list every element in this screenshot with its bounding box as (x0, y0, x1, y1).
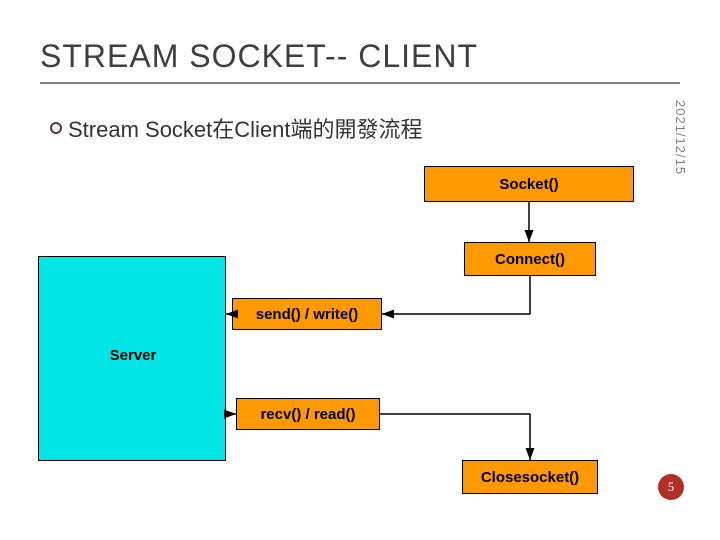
bullet-ring-icon (50, 122, 62, 134)
node-send: send() / write() (232, 298, 382, 330)
node-connect: Connect() (464, 242, 596, 276)
slide-title: STREAM SOCKET-- CLIENT (40, 38, 478, 75)
node-socket: Socket() (424, 166, 634, 202)
page-number-badge: 5 (658, 474, 684, 500)
page-number: 5 (668, 479, 675, 495)
node-recv: recv() / read() (236, 398, 380, 430)
slide-date: 2021/12/15 (673, 100, 688, 175)
node-close-label: Closesocket() (481, 469, 579, 486)
node-send-label: send() / write() (256, 306, 359, 323)
node-connect-label: Connect() (495, 251, 565, 268)
bullet-text: Stream Socket在Client端的開發流程 (68, 112, 423, 144)
node-socket-label: Socket() (499, 176, 558, 193)
server-box: Server (38, 256, 226, 461)
bullet-row: Stream Socket在Client端的開發流程 (50, 112, 423, 144)
node-recv-label: recv() / read() (260, 406, 355, 423)
server-label: Server (39, 347, 227, 364)
node-close: Closesocket() (462, 460, 598, 494)
title-rule (40, 82, 680, 84)
